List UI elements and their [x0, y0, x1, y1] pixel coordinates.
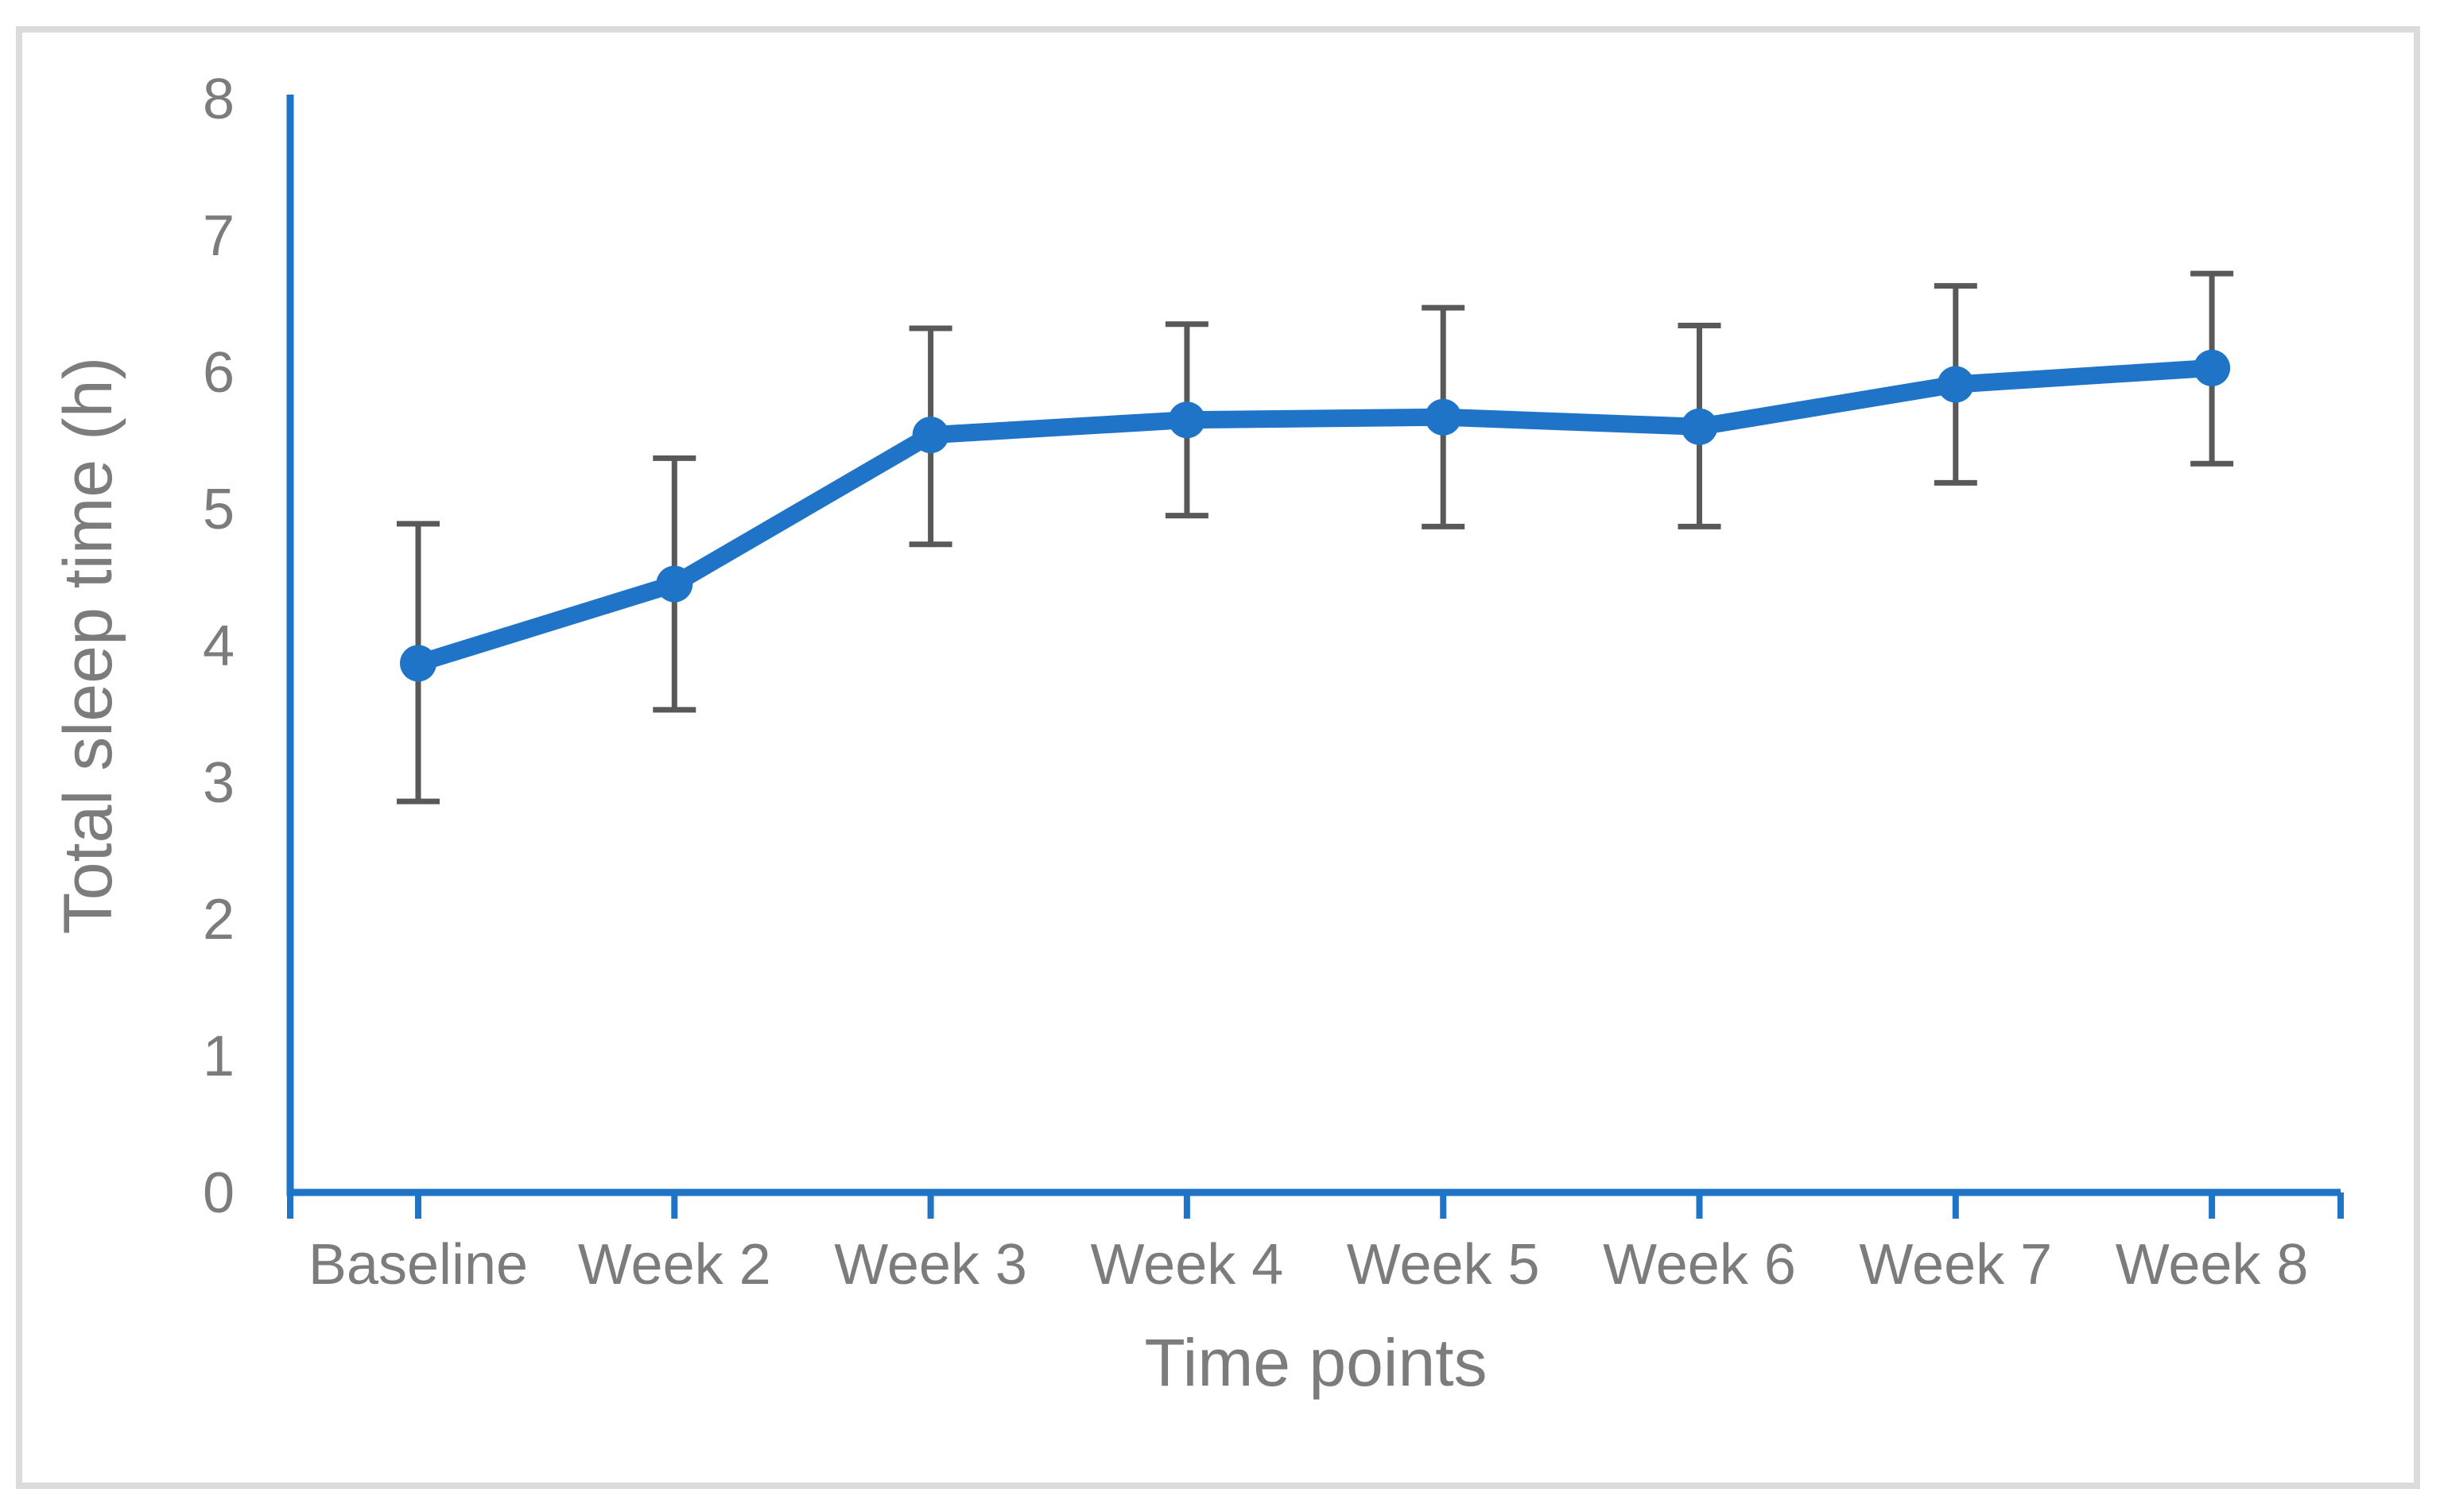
x-category-label: Baseline	[308, 1233, 528, 1297]
data-point-marker	[1681, 408, 1718, 445]
series-layer	[400, 349, 2231, 682]
y-tick-label: 3	[203, 751, 235, 815]
y-tick-label: 8	[203, 68, 235, 131]
y-tick-label: 6	[203, 341, 235, 405]
x-category-label: Week 5	[1347, 1233, 1540, 1297]
x-category-label: Week 2	[578, 1233, 771, 1297]
x-category-label: Week 8	[2116, 1233, 2309, 1297]
y-tick-labels: 0 1 2 3 4 5 6 7 8	[203, 68, 235, 1225]
data-point-marker	[1425, 398, 1462, 436]
y-tick-label: 0	[203, 1161, 235, 1225]
y-tick-label: 1	[203, 1025, 235, 1088]
y-axis-title: Total sleep time (h)	[50, 357, 126, 935]
x-category-label: Week 7	[1859, 1233, 2052, 1297]
axes-layer	[286, 95, 2344, 1219]
data-point-marker	[656, 565, 693, 603]
data-point-marker	[1937, 366, 1974, 403]
data-point-marker	[400, 645, 436, 682]
series-line	[409, 359, 2221, 673]
y-tick-label: 5	[203, 478, 235, 541]
data-point-marker	[2194, 349, 2231, 386]
y-tick-label: 7	[203, 204, 235, 268]
x-category-label: Week 3	[834, 1233, 1027, 1297]
error-bars-layer	[397, 270, 2234, 804]
x-category-label: Week 4	[1091, 1233, 1284, 1297]
data-point-marker	[912, 417, 949, 454]
y-tick-label: 4	[203, 614, 235, 678]
x-axis-title: Time points	[1144, 1325, 1487, 1400]
figure-border	[16, 26, 2420, 1489]
y-tick-label: 2	[203, 888, 235, 952]
x-category-labels: Baseline Week 2 Week 3 Week 4 Week 5 Week 6 We…	[308, 1233, 2309, 1297]
data-point-marker	[1168, 401, 1205, 439]
x-category-label: Week 6	[1603, 1233, 1796, 1297]
